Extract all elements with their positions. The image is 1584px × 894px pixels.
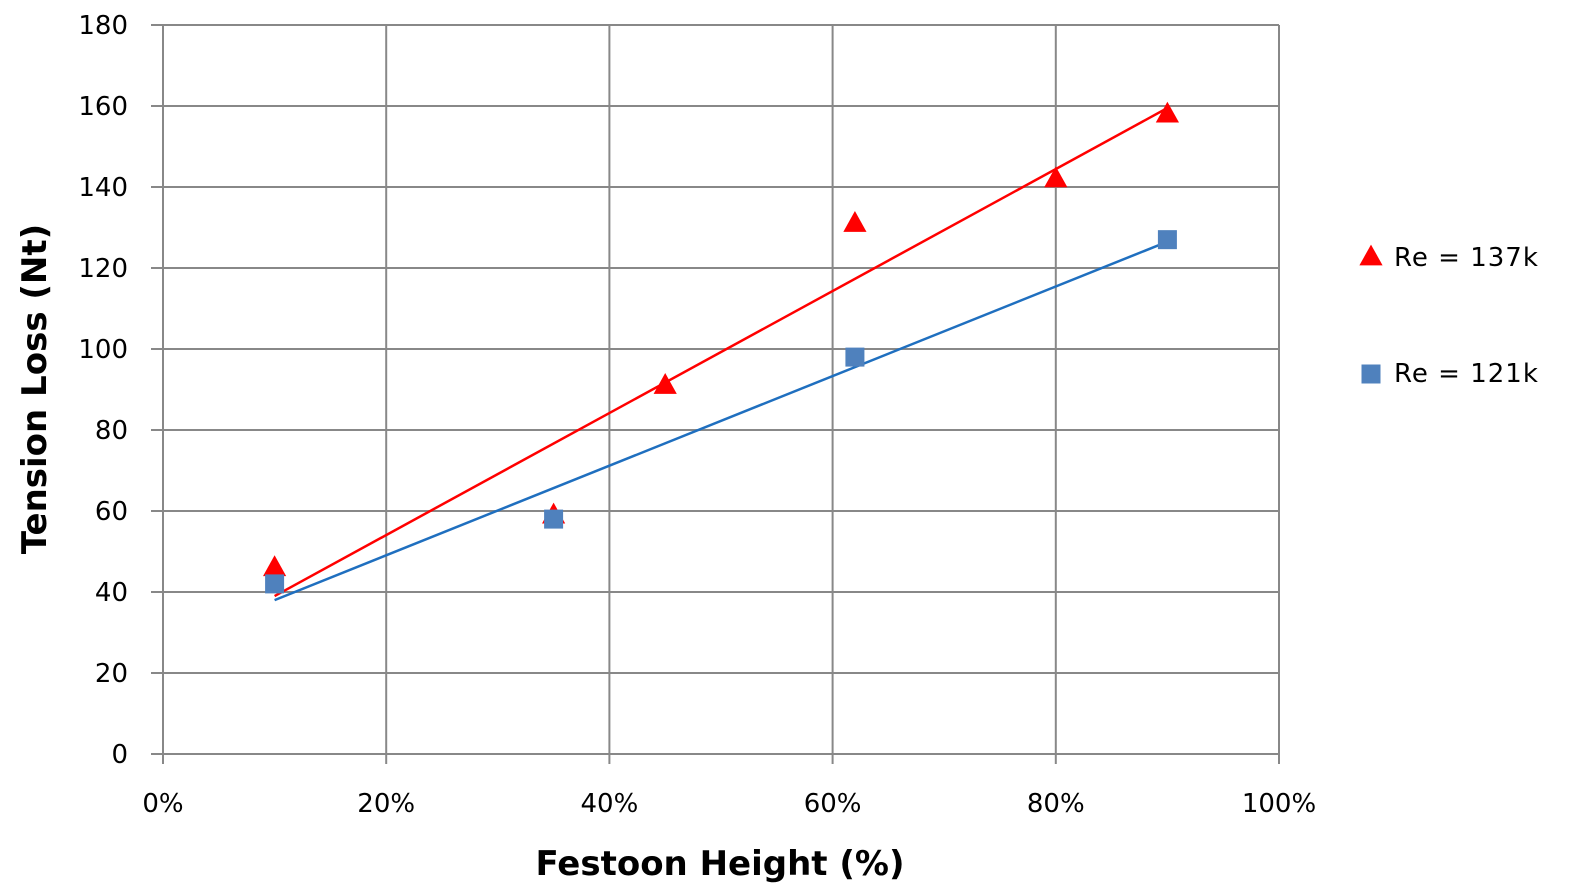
legend-marker-square <box>1361 364 1381 384</box>
trendline <box>274 240 1168 602</box>
data-point-square <box>544 509 564 529</box>
grid-lines <box>151 24 1280 764</box>
y-axis-ticks: 0 20 40 60 80 100 120 140 160 180 <box>78 11 128 770</box>
y-axis-title: Tension Loss (Nt) <box>15 224 55 554</box>
data-point-triangle <box>1044 166 1068 188</box>
legend-label: Re = 137k <box>1394 243 1539 273</box>
y-tick-label: 100 <box>78 335 128 365</box>
y-tick-label: 160 <box>78 92 128 122</box>
x-tick-label: 40% <box>581 789 639 819</box>
x-tick-label: 100% <box>1242 789 1316 819</box>
data-point-square <box>265 574 285 594</box>
x-tick-label: 0% <box>142 789 183 819</box>
legend: Re = 137k Re = 121k <box>1359 243 1538 389</box>
data-point-triangle <box>653 373 677 394</box>
x-tick-label: 20% <box>357 789 415 819</box>
trendline <box>274 106 1168 598</box>
y-tick-label: 120 <box>78 254 128 284</box>
legend-label: Re = 121k <box>1394 359 1539 389</box>
x-tick-label: 60% <box>804 789 862 819</box>
x-axis-ticks: 0% 20% 40% 60% 80% 100% <box>142 789 1316 819</box>
y-tick-label: 80 <box>95 416 128 446</box>
data-point-square <box>845 347 865 367</box>
y-tick-label: 180 <box>78 11 128 41</box>
data-point-triangle <box>263 555 287 577</box>
x-axis-title: Festoon Height (%) <box>535 844 904 884</box>
trendlines <box>274 106 1168 602</box>
data-point-triangle <box>1155 101 1179 123</box>
data-point-triangle <box>843 211 867 232</box>
y-tick-label: 140 <box>78 173 128 203</box>
data-markers <box>263 101 1179 594</box>
data-point-square <box>1157 230 1177 250</box>
y-tick-label: 0 <box>111 740 128 770</box>
y-tick-label: 40 <box>95 578 128 608</box>
x-tick-label: 80% <box>1027 789 1085 819</box>
y-tick-label: 20 <box>95 659 128 689</box>
legend-marker-triangle <box>1359 244 1383 266</box>
y-tick-label: 60 <box>95 497 128 527</box>
